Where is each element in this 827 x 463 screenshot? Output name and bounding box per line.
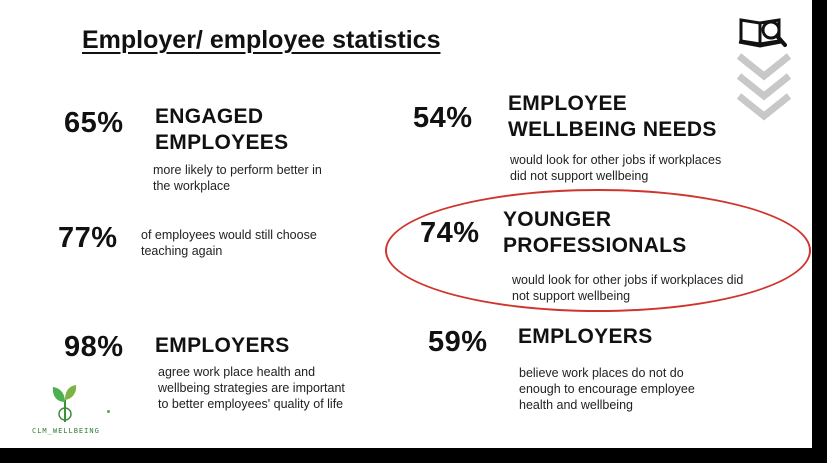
stat-77-description: of employees would still choose teaching… — [141, 228, 317, 258]
stat-54-heading: EMPLOYEE WELLBEING NEEDS — [508, 92, 717, 141]
stat-59-description: believe work places do not do enough to … — [519, 366, 695, 412]
stat-59-heading: EMPLOYERS — [518, 325, 653, 348]
stat-65-description: more likely to perform better in the wor… — [153, 163, 322, 193]
stat-77-percent: 77% — [58, 222, 118, 254]
stat-74-percent: 74% — [420, 217, 480, 249]
logo-text: CLM_WELLBEING — [32, 427, 100, 435]
stat-54-description: would look for other jobs if workplaces … — [510, 153, 722, 183]
highlight-oval — [385, 189, 811, 312]
book-magnifier-icon — [738, 18, 787, 48]
sprout-icon — [52, 385, 77, 422]
stat-65-percent: 65% — [64, 107, 124, 139]
logo-dot — [107, 410, 110, 413]
stat-54-percent: 54% — [413, 102, 473, 134]
stat-98-description: agree work place health and wellbeing st… — [158, 365, 345, 411]
stat-74-description: would look for other jobs if workplaces … — [512, 273, 744, 303]
stat-65-heading: ENGAGED EMPLOYEES — [155, 105, 289, 154]
chevrons-down-icon — [736, 53, 792, 121]
stat-98-heading: EMPLOYERS — [155, 334, 290, 357]
stat-59-percent: 59% — [428, 326, 488, 358]
stat-74-heading: YOUNGER PROFESSIONALS — [503, 208, 687, 257]
slide: Employer/ employee statistics 65% ENGAGE… — [0, 0, 812, 448]
stat-98-percent: 98% — [64, 331, 124, 363]
page-title: Employer/ employee statistics — [82, 26, 441, 54]
